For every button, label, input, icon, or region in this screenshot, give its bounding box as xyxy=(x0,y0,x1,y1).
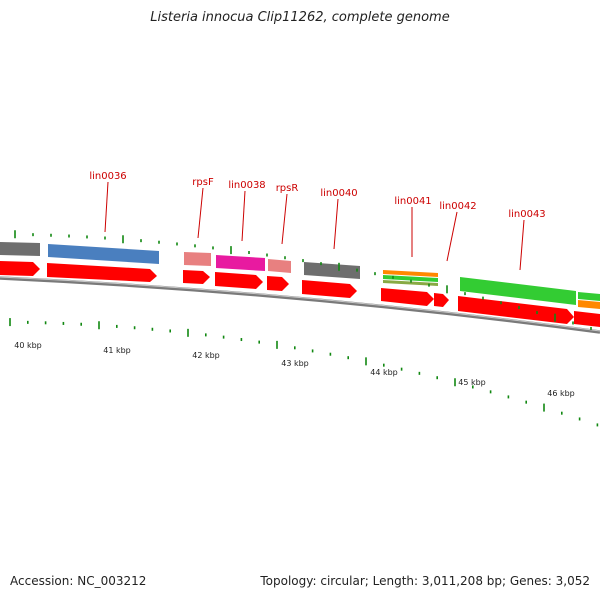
genome-backbone-highlight xyxy=(0,276,600,332)
gene-label-lin0041[interactable]: lin0041 xyxy=(394,196,431,207)
tick-track-upper xyxy=(14,230,592,330)
gene-label-leaders xyxy=(104,181,525,271)
accession-text: Accession: NC_003212 xyxy=(10,574,147,588)
kbp-labels: 40 kbp 41 kbp 42 kbp 43 kbp 44 kbp 45 kb… xyxy=(14,341,575,398)
leader-line xyxy=(197,187,204,239)
genome-summary-text: Topology: circular; Length: 3,011,208 bp… xyxy=(260,574,590,588)
cds-arrow[interactable] xyxy=(574,311,600,327)
cds-arrow[interactable] xyxy=(381,288,434,306)
feature-orange-right[interactable] xyxy=(578,300,600,309)
cds-arrow[interactable] xyxy=(215,272,263,289)
cds-track xyxy=(0,261,600,327)
cds-arrow[interactable] xyxy=(0,261,40,276)
leader-line xyxy=(104,181,109,233)
feature-orange-lin0041[interactable] xyxy=(383,270,438,277)
kbp-label-43: 43 kbp xyxy=(281,359,309,368)
gene-label-lin0036[interactable]: lin0036 xyxy=(89,171,126,182)
leader-line xyxy=(333,198,339,250)
feature-olive-lin0041[interactable] xyxy=(383,280,438,286)
cds-arrow[interactable] xyxy=(267,276,289,291)
leader-line xyxy=(241,190,246,242)
cds-arrow[interactable] xyxy=(47,263,157,282)
gene-label-rpsR[interactable]: rpsR xyxy=(276,183,299,194)
gene-label-lin0038[interactable]: lin0038 xyxy=(228,180,265,191)
gene-label-lin0040[interactable]: lin0040 xyxy=(320,188,357,199)
kbp-label-40: 40 kbp xyxy=(14,341,42,350)
kbp-label-45: 45 kbp xyxy=(458,378,486,387)
leader-line xyxy=(281,193,288,245)
kbp-label-46: 46 kbp xyxy=(547,389,575,398)
feature-magenta-lin0038[interactable] xyxy=(216,255,265,271)
kbp-label-42: 42 kbp xyxy=(192,351,220,360)
leader-line xyxy=(519,219,525,271)
feature-pink-rpsR[interactable] xyxy=(268,259,291,273)
feature-track-top xyxy=(0,242,600,309)
gene-label-lin0043[interactable]: lin0043 xyxy=(508,209,545,220)
feature-blue-lin0036[interactable] xyxy=(48,244,159,264)
cds-arrow[interactable] xyxy=(458,296,574,324)
feature-pink-rpsF[interactable] xyxy=(184,252,211,266)
feature-green-lin0043[interactable] xyxy=(460,277,576,305)
map-title: Listeria innocua Clip11262, complete gen… xyxy=(150,10,450,25)
gene-label-lin0042[interactable]: lin0042 xyxy=(439,201,476,212)
feature-green-right[interactable] xyxy=(578,292,600,301)
feature-gray-lin0040[interactable] xyxy=(304,262,360,279)
kbp-label-44: 44 kbp xyxy=(370,368,398,377)
leader-line xyxy=(446,211,458,262)
cds-arrow[interactable] xyxy=(183,270,210,284)
cds-arrow[interactable] xyxy=(302,280,357,298)
feature-green-lin0041[interactable] xyxy=(383,275,438,282)
gene-labels: lin0036 rpsF lin0038 rpsR lin0040 lin004… xyxy=(89,171,545,220)
gene-label-rpsF[interactable]: rpsF xyxy=(192,177,214,188)
tick-track-lower xyxy=(9,318,599,427)
cds-arrow[interactable] xyxy=(434,293,449,307)
genome-backbone xyxy=(0,276,600,334)
kbp-label-41: 41 kbp xyxy=(103,346,131,355)
feature-gray-left[interactable] xyxy=(0,242,40,256)
